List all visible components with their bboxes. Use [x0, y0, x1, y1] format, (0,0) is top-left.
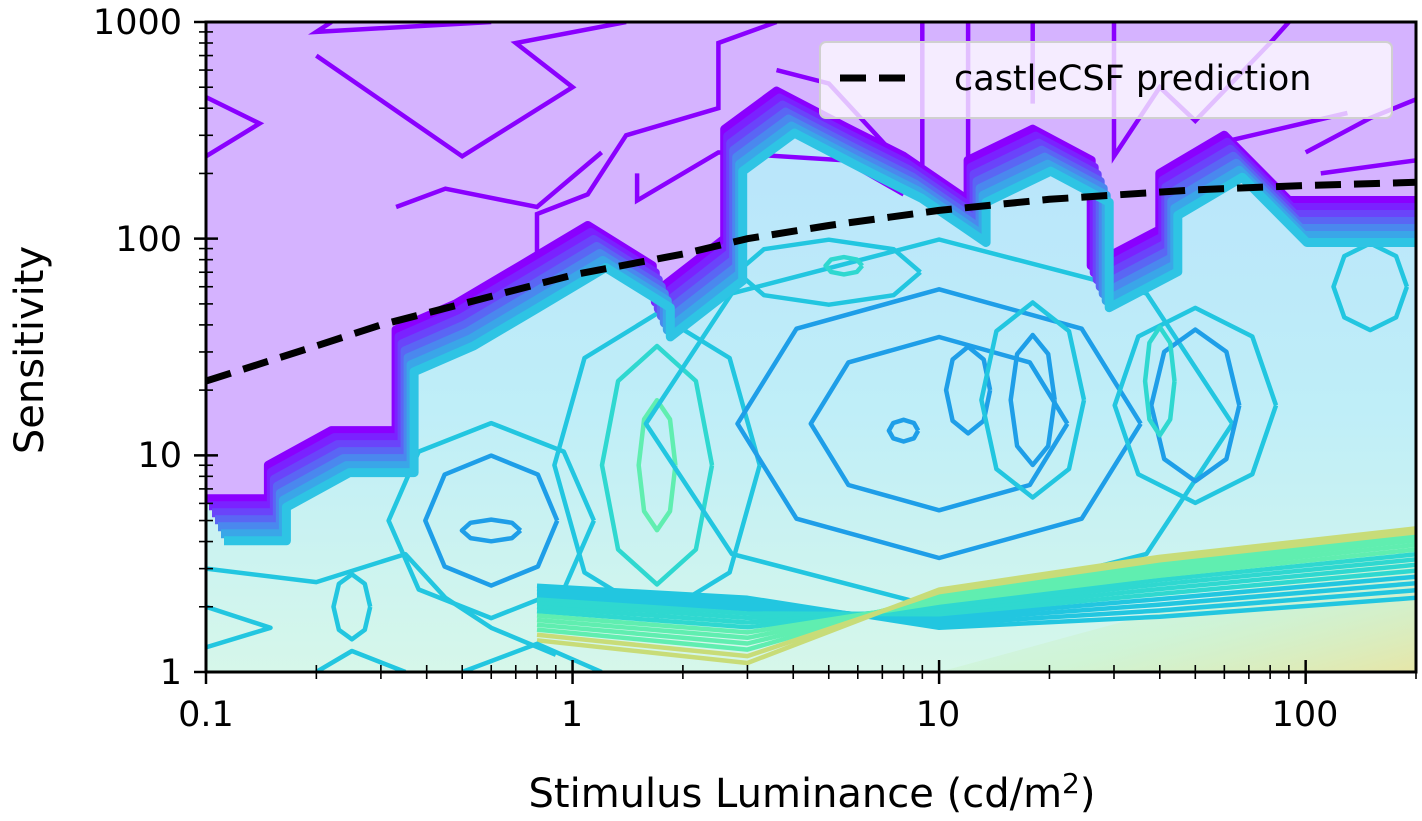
lower-contour-ring-10	[943, 344, 993, 436]
below-threshold-fill	[206, 91, 1416, 672]
lower-contour-ring-2	[459, 517, 523, 544]
upper-contour-line-1	[307, 22, 492, 35]
lower-contour-ring-17	[823, 254, 864, 277]
legend: castleCSF prediction	[819, 41, 1393, 119]
lower-contour-ring-18	[1331, 241, 1410, 333]
lower-contour-ring-4	[552, 311, 762, 620]
y-axis-title: Sensitivity	[7, 246, 53, 454]
lower-contour-ring-11	[1008, 332, 1057, 468]
lower-contour-band-11	[536, 534, 1416, 652]
x-axis-title: Stimulus Luminance (cd/m2)	[529, 767, 1096, 817]
upper-contour-line-2	[315, 22, 627, 159]
x-tick-label-10: 10	[916, 695, 961, 735]
lower-contour-band-3	[536, 574, 1416, 620]
lower-contour-ring-7	[735, 287, 1143, 561]
lower-contour-band-0	[536, 583, 1416, 631]
high-luminance-fill	[939, 541, 1416, 672]
lower-contour-band-8	[536, 547, 1416, 635]
lower-contour-left-3	[461, 641, 603, 672]
lower-contour-band-7	[536, 552, 1416, 630]
threshold-band-6	[224, 128, 1416, 546]
lower-contour-ring-9	[886, 417, 921, 444]
lower-contour-band-12	[536, 530, 1416, 659]
lower-contour-left-1	[206, 604, 273, 650]
lower-contour-band-2	[536, 580, 1416, 624]
lower-contour-ring-14	[1149, 327, 1242, 484]
y-tick-label-1000: 1000	[93, 3, 182, 43]
castlecsf-prediction-line	[206, 178, 1416, 385]
y-tick-label-10: 10	[137, 436, 182, 476]
lower-contour-band-9	[536, 542, 1416, 641]
y-tick-label-100: 100	[115, 220, 182, 260]
y-tick-label-1: 1	[160, 653, 182, 693]
lower-contour-band-6	[536, 557, 1416, 625]
lower-contour-band-1	[536, 586, 1416, 627]
upper-contour-line-0	[206, 95, 265, 159]
lower-contour-ring-6	[808, 334, 1070, 513]
lower-contour-ring-12	[979, 300, 1087, 500]
plot-area	[206, 22, 1416, 672]
plot-frame	[204, 20, 1418, 674]
upper-contour-line-13	[1320, 158, 1416, 176]
legend-box	[819, 41, 1393, 119]
lower-contour-band-4	[536, 568, 1416, 617]
lower-contour-ring-19	[331, 572, 373, 642]
upper-contour-line-3	[395, 150, 604, 210]
lower-contour-left-2	[315, 648, 407, 672]
lower-contour-ring-0	[423, 453, 560, 588]
x-tick-label-1: 1	[561, 695, 583, 735]
x-tick-label-100: 100	[1272, 695, 1339, 735]
lower-contour-ring-15	[1142, 324, 1177, 438]
lower-contour-lines	[206, 237, 1416, 672]
lower-contour-left-0	[206, 551, 557, 657]
upper-contour-line-4	[534, 22, 778, 273]
lower-contour-band-13	[536, 526, 1416, 666]
lower-contour-ring-13	[1112, 305, 1279, 506]
lower-contour-ring-5	[636, 397, 678, 533]
threshold-boundary-band	[206, 86, 1416, 546]
legend-label: castleCSF prediction	[954, 59, 1311, 99]
x-tick-label-0.1: 0.1	[178, 695, 234, 735]
lower-contour-band-10	[536, 538, 1416, 646]
lower-contour-band-5	[536, 562, 1416, 621]
